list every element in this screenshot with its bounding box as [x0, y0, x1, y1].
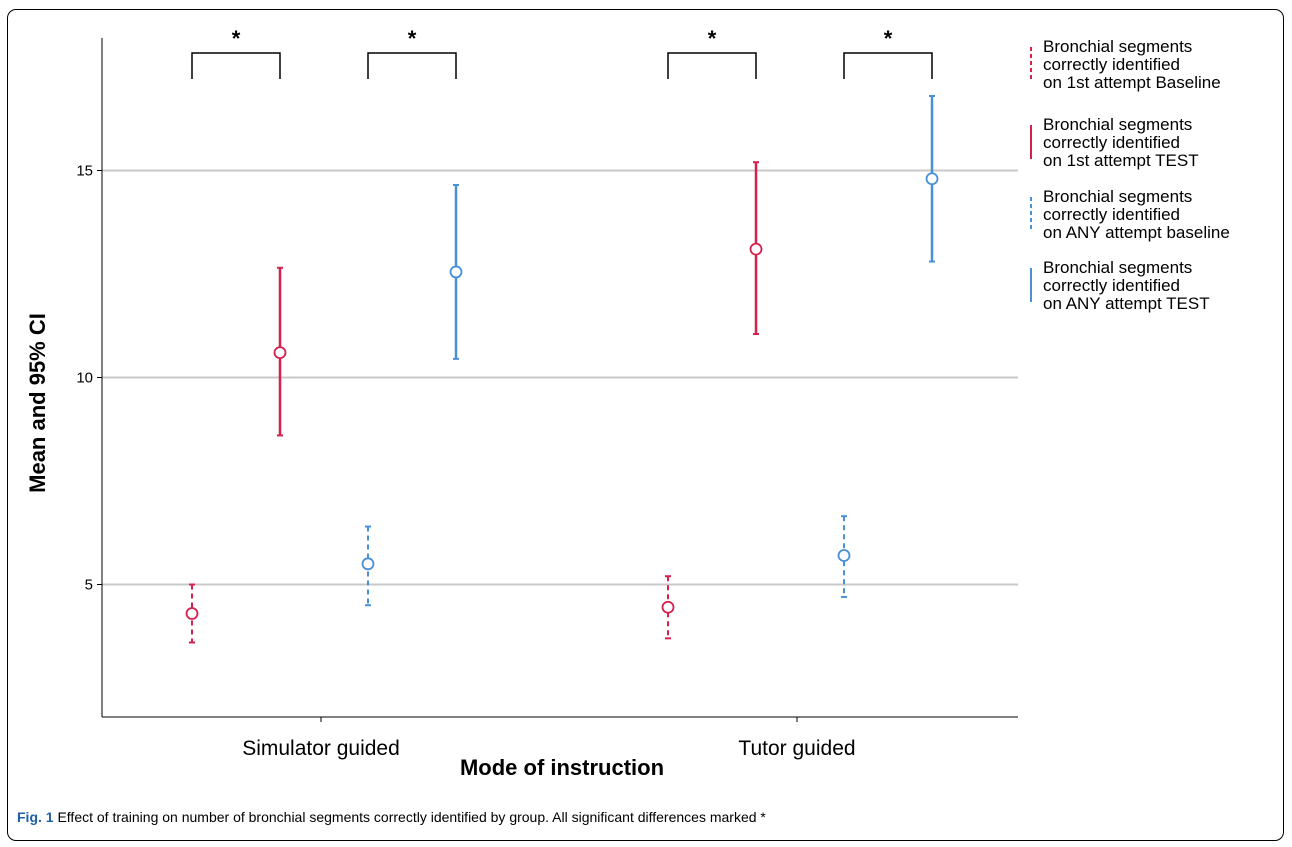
- y-tick-label-10: 10: [76, 370, 93, 387]
- legend-label-line: on ANY attempt baseline: [1043, 223, 1230, 242]
- significance-star: *: [232, 26, 241, 51]
- axes: 5 10 15 Simulator guided Tutor guided: [76, 38, 1018, 760]
- y-axis-title: Mean and 95% CI: [25, 313, 50, 493]
- error-bars: [185, 94, 939, 644]
- significance-star: *: [408, 26, 417, 51]
- legend-label-line: on 1st attempt TEST: [1043, 151, 1199, 170]
- legend-label-line: on 1st attempt Baseline: [1043, 73, 1221, 92]
- gridlines: [102, 169, 1018, 586]
- x-category-label: Tutor guided: [738, 737, 855, 760]
- legend-label-line: correctly identified: [1043, 55, 1180, 74]
- figure-label: Fig. 1: [17, 809, 54, 825]
- legend-label-line: correctly identified: [1043, 276, 1180, 295]
- mean-marker: [449, 265, 463, 279]
- significance-star: *: [708, 26, 717, 51]
- mean-marker: [661, 600, 675, 614]
- figure-frame: [7, 9, 1284, 841]
- legend-label-line: correctly identified: [1043, 205, 1180, 224]
- legend-label-line: correctly identified: [1043, 133, 1180, 152]
- legend-label-line: Bronchial segments: [1043, 187, 1192, 206]
- x-category-label: Simulator guided: [242, 737, 400, 760]
- significance-brackets: * * * *: [191, 26, 933, 79]
- legend-label-line: Bronchial segments: [1043, 37, 1192, 56]
- y-tick-label-5: 5: [85, 577, 93, 594]
- legend-label-line: Bronchial segments: [1043, 115, 1192, 134]
- significance-bracket: [843, 52, 933, 79]
- mean-marker: [273, 346, 287, 360]
- caption-text: Effect of training on number of bronchia…: [53, 809, 766, 825]
- mean-marker: [749, 242, 763, 256]
- mean-marker: [837, 549, 851, 562]
- mean-marker: [185, 607, 199, 620]
- legend-label-line: on ANY attempt TEST: [1043, 294, 1210, 313]
- significance-star: *: [884, 26, 893, 51]
- significance-bracket: [367, 52, 457, 79]
- legend-label-line: Bronchial segments: [1043, 258, 1192, 277]
- mean-marker: [925, 172, 939, 186]
- y-tick-label-15: 15: [76, 162, 93, 179]
- significance-bracket: [667, 52, 757, 79]
- mean-marker: [361, 557, 375, 571]
- x-axis-title: Mode of instruction: [460, 755, 664, 780]
- figure-caption: Fig. 1 Effect of training on number of b…: [17, 809, 766, 825]
- significance-bracket: [191, 52, 281, 79]
